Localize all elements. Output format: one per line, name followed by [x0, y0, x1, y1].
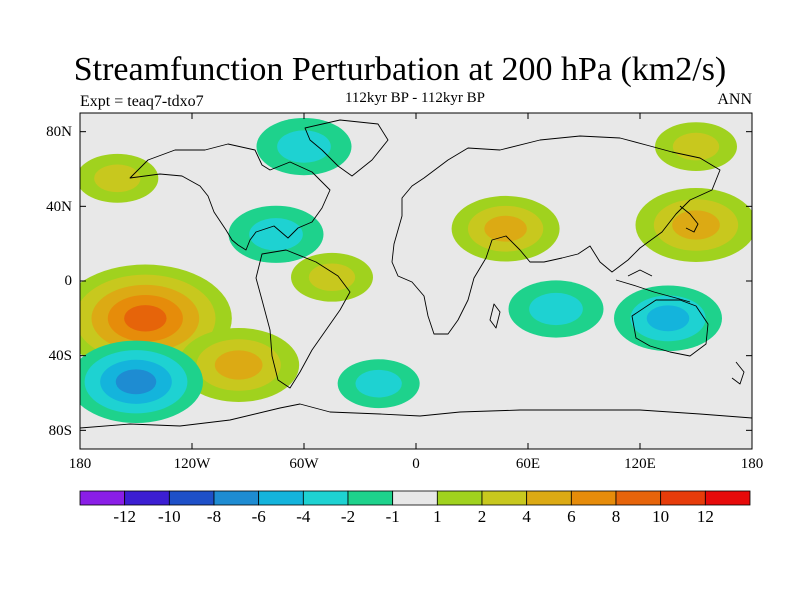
- colorbar-box: [392, 490, 438, 506]
- anomaly-8: [256, 118, 352, 176]
- colorbar-label: 10: [652, 507, 670, 526]
- contour-fill: [277, 130, 331, 163]
- lat-label-40n: 40N: [46, 199, 72, 215]
- colorbar-box: [481, 490, 528, 506]
- colorbar-label: -4: [296, 507, 311, 526]
- colorbar-box: [347, 490, 394, 506]
- colorbar-box: [79, 490, 126, 506]
- anomaly-6: [228, 205, 324, 263]
- anomaly-10: [80, 153, 159, 203]
- lat-label-0: 0: [64, 273, 73, 289]
- contour-fill: [672, 132, 720, 161]
- coastline-afro-eurasia: [391, 135, 721, 335]
- lon-label-180e: 180: [740, 456, 764, 472]
- colorbar-label: 4: [522, 507, 531, 526]
- colorbar-box: [570, 490, 617, 506]
- colorbar-label: -12: [113, 507, 136, 526]
- coastline-new-zealand: [731, 361, 745, 385]
- lon-label-60w: 60W: [289, 456, 319, 472]
- contour-fill: [214, 350, 263, 380]
- coastline-indonesia: [615, 269, 691, 303]
- colorbar-label: -1: [385, 507, 400, 526]
- lon-label-180w: 180: [68, 456, 92, 472]
- colorbar-label: -2: [340, 507, 356, 526]
- colorbar-label: 12: [696, 507, 714, 526]
- coastlines: [80, 119, 752, 429]
- anomaly-12: [655, 122, 737, 171]
- coastline-south-america: [255, 249, 351, 389]
- chart-subtitle: 112kyr BP - 112kyr BP: [344, 90, 485, 106]
- colorbar-box: [168, 490, 215, 506]
- season-label: ANN: [717, 91, 752, 108]
- colorbar-label: 6: [567, 507, 576, 526]
- anomaly-11: [337, 359, 420, 409]
- colorbar: [79, 490, 751, 506]
- anomaly-1: [178, 328, 300, 402]
- lat-label-80n: 80N: [46, 124, 72, 140]
- streamfunction-field: [80, 118, 752, 423]
- contour-fill: [672, 210, 720, 240]
- colorbar-label: -6: [251, 507, 266, 526]
- colorbar-label: 1: [433, 507, 442, 526]
- colorbar-box: [124, 490, 170, 506]
- colorbar-label: 8: [611, 507, 621, 526]
- coastline-greenland: [304, 119, 389, 177]
- lon-label-120e: 120E: [624, 456, 656, 472]
- lon-label-60e: 60E: [515, 456, 541, 472]
- anomaly-5: [80, 340, 203, 423]
- contour-fill: [646, 305, 690, 332]
- experiment-label: Expt = teaq7-tdxo7: [80, 93, 204, 110]
- contour-fill: [529, 292, 583, 326]
- colorbar-box: [213, 490, 260, 506]
- anomaly-3: [635, 188, 752, 262]
- contour-fill: [484, 215, 527, 242]
- contour-fill: [308, 263, 356, 292]
- colorbar-box: [526, 490, 572, 506]
- colorbar-box: [302, 490, 349, 506]
- colorbar-label: -10: [157, 507, 181, 526]
- anomaly-7: [508, 280, 604, 338]
- coastline-antarctica: [80, 403, 752, 429]
- coastline-north-america: [129, 143, 331, 251]
- contour-fill: [249, 218, 303, 251]
- colorbar-box: [660, 490, 706, 506]
- coastline-australia: [631, 299, 709, 357]
- contour-fill: [355, 369, 402, 398]
- colorbar-box: [704, 490, 751, 506]
- lon-label-120w: 120W: [173, 456, 211, 472]
- coastline-japan: [679, 205, 699, 233]
- coastline-madagascar: [489, 303, 501, 329]
- contour-fill: [124, 305, 167, 332]
- colorbar-box: [436, 490, 483, 506]
- anomaly-4: [291, 252, 373, 302]
- lat-label-40s: 40S: [48, 348, 72, 364]
- chart-title: Streamfunction Perturbation at 200 hPa (…: [73, 51, 727, 88]
- contour-fill: [115, 369, 157, 395]
- colorbar-box: [258, 490, 304, 506]
- colorbar-label: 2: [477, 507, 487, 526]
- axis-ticks: [79, 113, 753, 449]
- colorbar-label: -8: [206, 507, 222, 526]
- colorbar-box: [615, 490, 662, 506]
- anomaly-2: [451, 195, 560, 262]
- lon-label-0: 0: [412, 456, 420, 472]
- contour-fill: [94, 164, 141, 193]
- anomaly-9: [614, 285, 722, 352]
- lat-label-80s: 80S: [48, 423, 72, 439]
